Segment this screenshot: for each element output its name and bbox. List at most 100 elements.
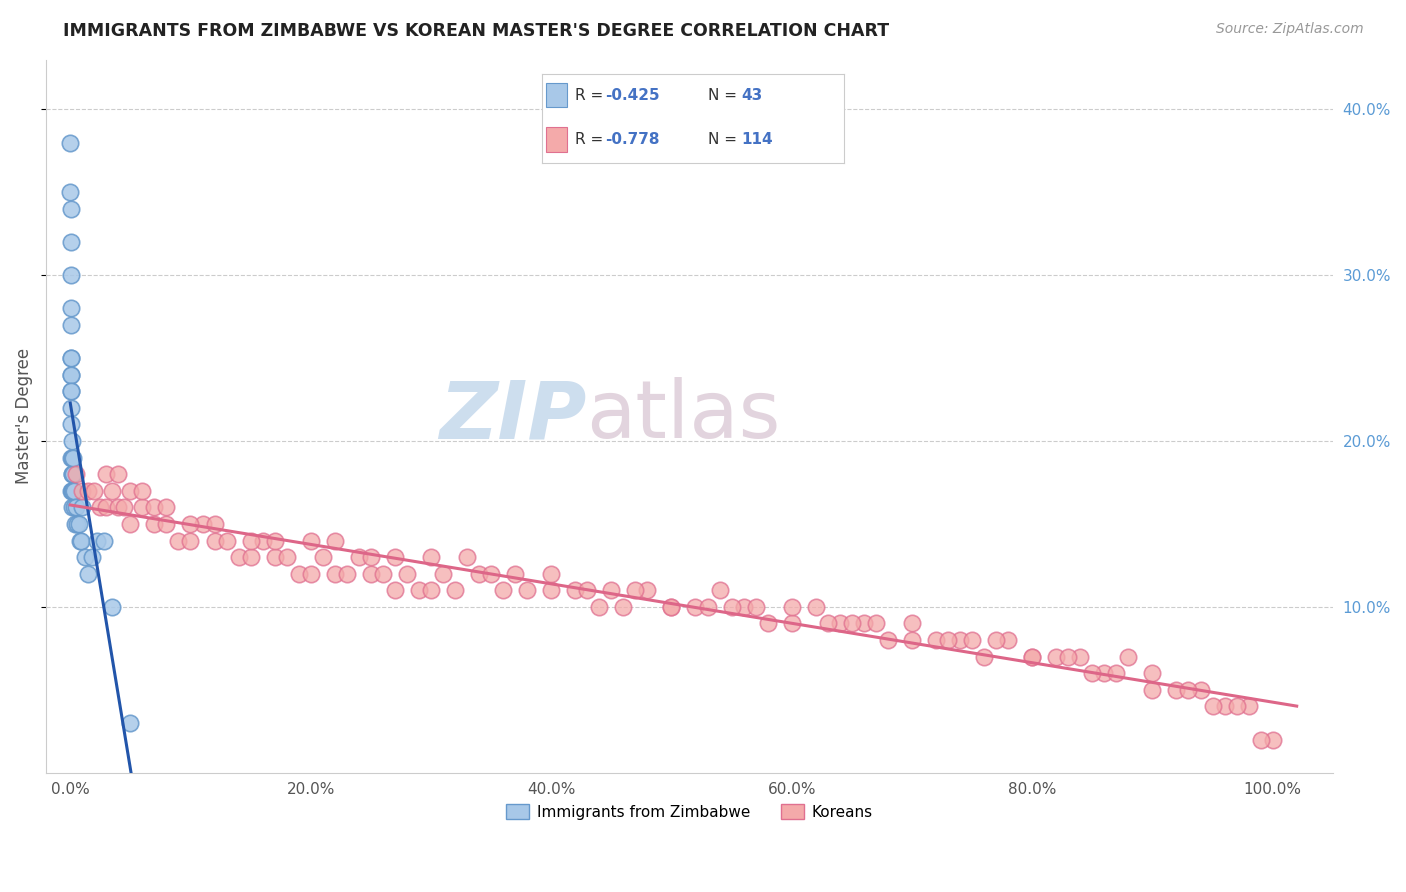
Point bbox=[841, 616, 863, 631]
Text: Source: ZipAtlas.com: Source: ZipAtlas.com bbox=[1216, 22, 1364, 37]
Point bbox=[179, 533, 201, 548]
Point bbox=[60, 500, 83, 515]
Point bbox=[80, 550, 103, 565]
Point bbox=[155, 516, 177, 531]
Point bbox=[65, 500, 87, 515]
Point bbox=[65, 467, 87, 482]
Point bbox=[112, 500, 135, 515]
Point bbox=[360, 550, 382, 565]
Point bbox=[780, 616, 803, 631]
Point bbox=[804, 599, 827, 614]
Point bbox=[733, 599, 755, 614]
Point bbox=[60, 434, 83, 448]
Point bbox=[73, 550, 96, 565]
Point bbox=[624, 583, 647, 598]
Point bbox=[89, 500, 111, 515]
Point bbox=[63, 500, 86, 515]
Point bbox=[420, 550, 443, 565]
Point bbox=[516, 583, 538, 598]
Point bbox=[756, 616, 779, 631]
Point bbox=[408, 583, 430, 598]
Point bbox=[468, 566, 491, 581]
Point bbox=[60, 450, 83, 465]
Point bbox=[59, 202, 82, 216]
Point bbox=[77, 566, 100, 581]
Point bbox=[720, 599, 742, 614]
Point bbox=[86, 533, 108, 548]
Point bbox=[299, 533, 322, 548]
Point bbox=[384, 583, 406, 598]
Point bbox=[60, 368, 83, 382]
Point bbox=[60, 467, 83, 482]
Point bbox=[925, 633, 948, 648]
Point bbox=[96, 500, 118, 515]
Point bbox=[263, 550, 285, 565]
Point bbox=[817, 616, 839, 631]
Point bbox=[59, 136, 82, 150]
Point bbox=[72, 500, 94, 515]
Point bbox=[155, 500, 177, 515]
Point bbox=[1237, 699, 1260, 714]
Point bbox=[936, 633, 959, 648]
Point bbox=[96, 467, 118, 482]
Point bbox=[960, 633, 983, 648]
Point bbox=[60, 467, 83, 482]
Point bbox=[685, 599, 707, 614]
Point bbox=[120, 483, 142, 498]
Point bbox=[131, 500, 153, 515]
Point bbox=[120, 516, 142, 531]
Point bbox=[540, 566, 562, 581]
Point bbox=[1213, 699, 1236, 714]
Point bbox=[239, 550, 262, 565]
Point bbox=[287, 566, 309, 581]
Point bbox=[852, 616, 875, 631]
Point bbox=[395, 566, 418, 581]
Point bbox=[59, 186, 82, 200]
Point bbox=[901, 616, 924, 631]
Point bbox=[66, 516, 89, 531]
Point bbox=[72, 483, 94, 498]
Point bbox=[59, 368, 82, 382]
Point bbox=[323, 533, 346, 548]
Point bbox=[204, 533, 226, 548]
Point bbox=[1142, 682, 1164, 697]
Point bbox=[60, 417, 83, 432]
Point bbox=[131, 483, 153, 498]
Point bbox=[347, 550, 370, 565]
Point bbox=[1092, 666, 1115, 681]
Point bbox=[215, 533, 238, 548]
Point bbox=[59, 318, 82, 332]
Point bbox=[323, 566, 346, 581]
Point bbox=[901, 633, 924, 648]
Point bbox=[661, 599, 683, 614]
Point bbox=[60, 351, 83, 365]
Point bbox=[63, 516, 86, 531]
Point bbox=[420, 583, 443, 598]
Point bbox=[83, 483, 105, 498]
Point bbox=[709, 583, 731, 598]
Point bbox=[371, 566, 394, 581]
Point bbox=[828, 616, 851, 631]
Point bbox=[432, 566, 454, 581]
Point bbox=[865, 616, 887, 631]
Text: atlas: atlas bbox=[586, 377, 780, 455]
Point bbox=[564, 583, 586, 598]
Point bbox=[60, 401, 83, 415]
Point bbox=[1105, 666, 1128, 681]
Point bbox=[588, 599, 610, 614]
Y-axis label: Master's Degree: Master's Degree bbox=[15, 348, 32, 484]
Text: IMMIGRANTS FROM ZIMBABWE VS KOREAN MASTER'S DEGREE CORRELATION CHART: IMMIGRANTS FROM ZIMBABWE VS KOREAN MASTE… bbox=[63, 22, 890, 40]
Point bbox=[107, 467, 129, 482]
Point bbox=[143, 516, 166, 531]
Point bbox=[456, 550, 478, 565]
Point bbox=[299, 566, 322, 581]
Point bbox=[276, 550, 298, 565]
Point bbox=[107, 500, 129, 515]
Point bbox=[612, 599, 634, 614]
Point bbox=[59, 268, 82, 283]
Point bbox=[1021, 649, 1043, 664]
Point bbox=[1057, 649, 1080, 664]
Point bbox=[228, 550, 250, 565]
Point bbox=[984, 633, 1007, 648]
Point bbox=[636, 583, 658, 598]
